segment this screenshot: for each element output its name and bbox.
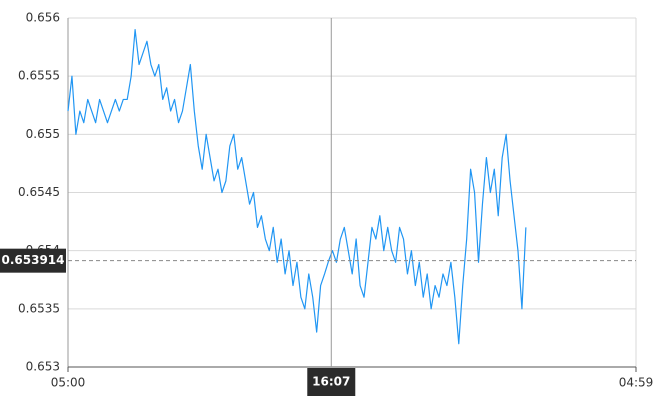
y-tick-label: 0.653 bbox=[26, 360, 60, 374]
y-tick-label: 0.6555 bbox=[18, 69, 60, 83]
y-tick-label: 0.6545 bbox=[18, 185, 60, 199]
crosshair-x-label-box bbox=[307, 368, 356, 396]
y-tick-label: 0.656 bbox=[26, 11, 60, 25]
y-tick-label: 0.655 bbox=[26, 127, 60, 141]
crosshair-y-label-box bbox=[0, 248, 66, 273]
y-tick-label: 0.6535 bbox=[18, 301, 60, 315]
price-line bbox=[67, 29, 527, 345]
x-tick-label: 04:59 bbox=[619, 376, 654, 390]
x-tick-label: 05:00 bbox=[51, 376, 86, 390]
crosshair-y-label: 0.653914 bbox=[1, 253, 64, 267]
crosshair-x-label: 16:07 bbox=[312, 375, 350, 389]
